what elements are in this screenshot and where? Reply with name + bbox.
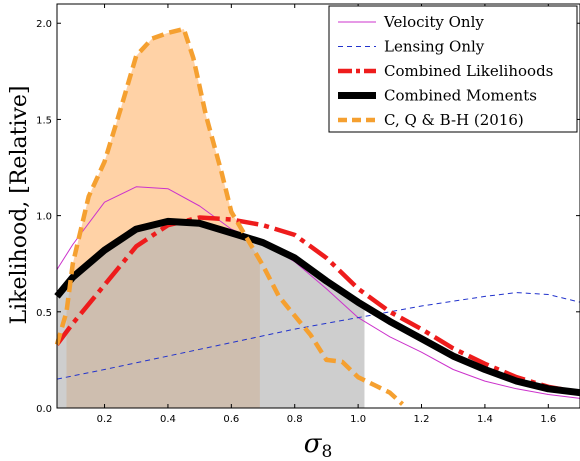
x-axis-title: σ8 bbox=[304, 429, 333, 461]
y-tick-label: 1.5 bbox=[36, 115, 52, 126]
legend-label-0: Velocity Only bbox=[383, 13, 484, 31]
x-tick-label: 0.6 bbox=[223, 414, 239, 425]
x-tick-label: 0.4 bbox=[160, 414, 176, 425]
x-tick-label: 1.2 bbox=[414, 414, 430, 425]
plot-frame bbox=[56, 3, 580, 409]
x-tick-label: 0.8 bbox=[287, 414, 303, 425]
legend-label-2: Combined Likelihoods bbox=[384, 62, 553, 80]
series-line-1 bbox=[56, 292, 580, 380]
y-axis-title: Likelihood, [Relative] bbox=[7, 85, 32, 324]
series-line-3 bbox=[54, 217, 580, 397]
series-lines bbox=[54, 26, 580, 406]
x-tick-label: 1.0 bbox=[350, 414, 366, 425]
series-line-4 bbox=[54, 26, 405, 406]
y-tick-label: 2.0 bbox=[36, 19, 52, 30]
legend: Velocity Only Lensing Only Combined Likeli… bbox=[328, 5, 578, 133]
x-tick-label: 0.2 bbox=[97, 414, 113, 425]
shaded-region-1 bbox=[57, 221, 365, 408]
shaded-regions bbox=[57, 29, 365, 408]
x-tick-label: 1.4 bbox=[477, 414, 493, 425]
series-line-2 bbox=[55, 215, 580, 395]
y-tick-label: 1.0 bbox=[36, 212, 52, 223]
y-tick-label: 0.5 bbox=[36, 308, 52, 319]
series-line-0 bbox=[56, 186, 580, 399]
legend-label-1: Lensing Only bbox=[384, 38, 485, 56]
y-tick-label: 0.0 bbox=[36, 404, 52, 415]
x-tick-label: 1.6 bbox=[540, 414, 556, 425]
axis-ticks: 0.2 0.4 0.6 0.8 1.0 1.2 1.4 1.6 0.0 0.5 1.0 1.5 2.0 bbox=[36, 4, 580, 425]
legend-label-3: Combined Moments bbox=[384, 87, 537, 105]
legend-label-4: C, Q & B-H (2016) bbox=[384, 111, 524, 129]
